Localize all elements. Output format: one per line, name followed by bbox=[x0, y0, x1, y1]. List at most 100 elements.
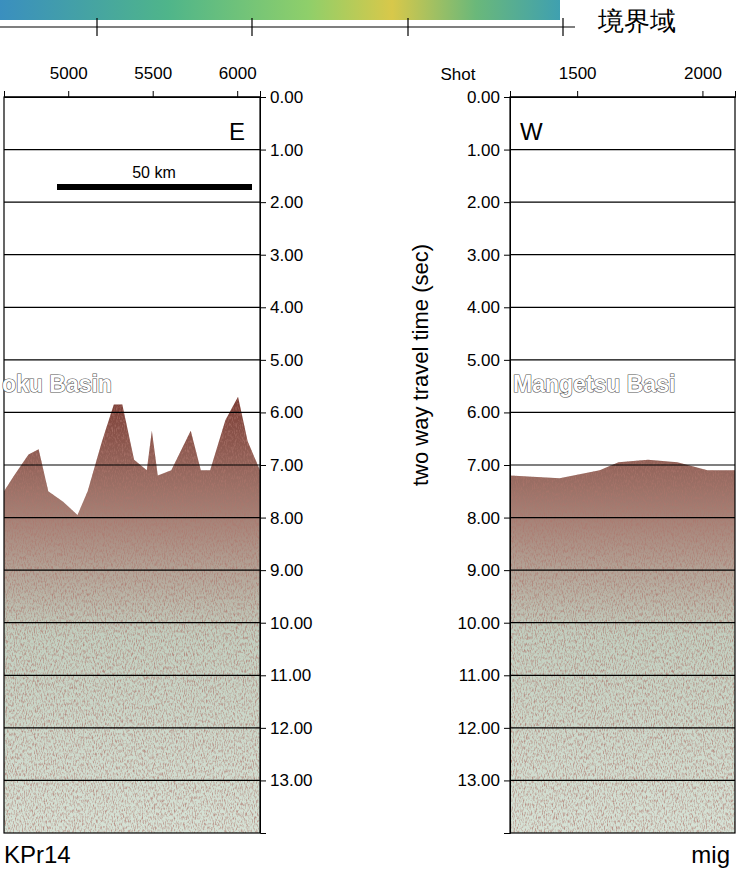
tick-label: 12.00 bbox=[270, 719, 313, 738]
tick-mark bbox=[260, 202, 266, 203]
tick-label: 1.00 bbox=[467, 141, 500, 160]
grid-line bbox=[510, 570, 735, 571]
tick-mark bbox=[260, 97, 266, 98]
tick-label: 2.00 bbox=[467, 193, 500, 212]
tick-label: 10.00 bbox=[457, 614, 500, 633]
x-axis: 1500 2000 bbox=[511, 64, 736, 98]
tick-label: 13.00 bbox=[270, 771, 313, 790]
tick-mark bbox=[260, 728, 266, 729]
annotation: 50 km bbox=[132, 164, 176, 181]
annotation: mig bbox=[691, 841, 730, 868]
grid-line bbox=[510, 307, 735, 308]
plot-area bbox=[4, 397, 260, 833]
grid-line bbox=[4, 780, 260, 781]
annotation: W bbox=[520, 118, 543, 145]
axis-line bbox=[504, 98, 511, 834]
map-tick bbox=[562, 18, 563, 36]
map-tick bbox=[96, 18, 97, 36]
tick: 1.00 bbox=[260, 141, 303, 160]
tick: 4.00 bbox=[467, 298, 510, 317]
tick-label: 7.00 bbox=[270, 456, 303, 475]
tick-label: 13.00 bbox=[457, 771, 500, 790]
tick-label: 1.00 bbox=[270, 141, 303, 160]
grid-line bbox=[510, 412, 735, 413]
tick-label: 11.00 bbox=[270, 666, 311, 685]
tick: 8.00 bbox=[260, 509, 303, 528]
map-frame bbox=[0, 26, 575, 27]
axis-line bbox=[261, 98, 267, 834]
tick-mark bbox=[702, 91, 703, 97]
tick: 5.00 bbox=[260, 351, 303, 370]
tick-label: 3.00 bbox=[270, 246, 303, 265]
grid-line bbox=[4, 412, 260, 413]
tick-label: 1500 bbox=[559, 64, 597, 83]
tick: 0.00 bbox=[260, 88, 303, 107]
grid-line bbox=[510, 149, 735, 150]
tick: 10.00 bbox=[457, 614, 510, 633]
panel: 5000 5500 60000.00 1.00 2.00 3.00 4.00 5.00 6.00… bbox=[4, 64, 313, 834]
seismic-section bbox=[4, 397, 260, 833]
tick-mark bbox=[260, 570, 266, 571]
x-axis: 5000 5500 6000 bbox=[5, 64, 261, 98]
tick-mark bbox=[260, 360, 266, 361]
tick-label: 4.00 bbox=[270, 298, 303, 317]
tick-mark bbox=[260, 675, 266, 676]
tick: 4.00 bbox=[260, 298, 303, 317]
tick: 6000 bbox=[219, 64, 257, 97]
tick: 10.00 bbox=[260, 614, 313, 633]
tick: 2.00 bbox=[467, 193, 510, 212]
tick-mark bbox=[260, 150, 266, 151]
tick-mark bbox=[504, 780, 510, 781]
map-strip bbox=[0, 0, 575, 36]
tick-label: 9.00 bbox=[270, 561, 303, 580]
grid-line bbox=[510, 675, 735, 676]
panel: 150020000.001.002.003.004.005.006.007.00… bbox=[457, 64, 735, 834]
tick: 5500 bbox=[134, 64, 172, 97]
tick-mark bbox=[260, 307, 266, 308]
tick-label: 8.00 bbox=[467, 509, 500, 528]
tick-label: 5000 bbox=[50, 64, 88, 83]
grid-line bbox=[4, 464, 260, 465]
grid-line bbox=[510, 517, 735, 518]
tick: 2000 bbox=[684, 64, 722, 97]
tick: 11.00 bbox=[260, 666, 311, 685]
tick-mark bbox=[504, 518, 510, 519]
tick: 7.00 bbox=[260, 456, 303, 475]
tick: 2.00 bbox=[260, 193, 303, 212]
axis-line bbox=[511, 91, 736, 98]
tick-mark bbox=[68, 91, 69, 97]
basin-label: oku Basin bbox=[2, 371, 112, 397]
figure: 5000 5500 60000.00 1.00 2.00 3.00 4.00 5.00 6.00… bbox=[0, 0, 740, 890]
grid-line bbox=[4, 675, 260, 676]
tick-label: 6.00 bbox=[467, 403, 500, 422]
tick: 9.00 bbox=[260, 561, 303, 580]
axis-line bbox=[5, 91, 261, 98]
tick: 6.00 bbox=[467, 403, 510, 422]
map-tick bbox=[407, 18, 408, 36]
tick: 5.00 bbox=[467, 351, 510, 370]
tick-mark bbox=[504, 255, 510, 256]
tick-mark bbox=[260, 623, 266, 624]
tick-label: 5.00 bbox=[270, 351, 303, 370]
tick-label: 9.00 bbox=[467, 561, 500, 580]
tick: 3.00 bbox=[467, 246, 510, 265]
map-image bbox=[0, 0, 560, 20]
tick: 6.00 bbox=[260, 403, 303, 422]
scale-bar bbox=[57, 184, 252, 190]
tick-mark bbox=[504, 412, 510, 413]
tick-mark bbox=[504, 675, 510, 676]
tick-label: 5500 bbox=[134, 64, 172, 83]
tick: 13.00 bbox=[260, 771, 313, 790]
tick-mark bbox=[577, 91, 578, 97]
tick: 13.00 bbox=[457, 771, 510, 790]
tick-label: 8.00 bbox=[270, 509, 303, 528]
grid-line bbox=[4, 307, 260, 308]
tick-mark bbox=[504, 728, 510, 729]
grid-line bbox=[4, 202, 260, 203]
tick: 12.00 bbox=[260, 719, 313, 738]
grid-line bbox=[4, 254, 260, 255]
tick-label: 12.00 bbox=[457, 719, 500, 738]
seismic-texture bbox=[4, 397, 260, 833]
tick-label: 2.00 bbox=[270, 193, 303, 212]
tick-mark bbox=[504, 360, 510, 361]
